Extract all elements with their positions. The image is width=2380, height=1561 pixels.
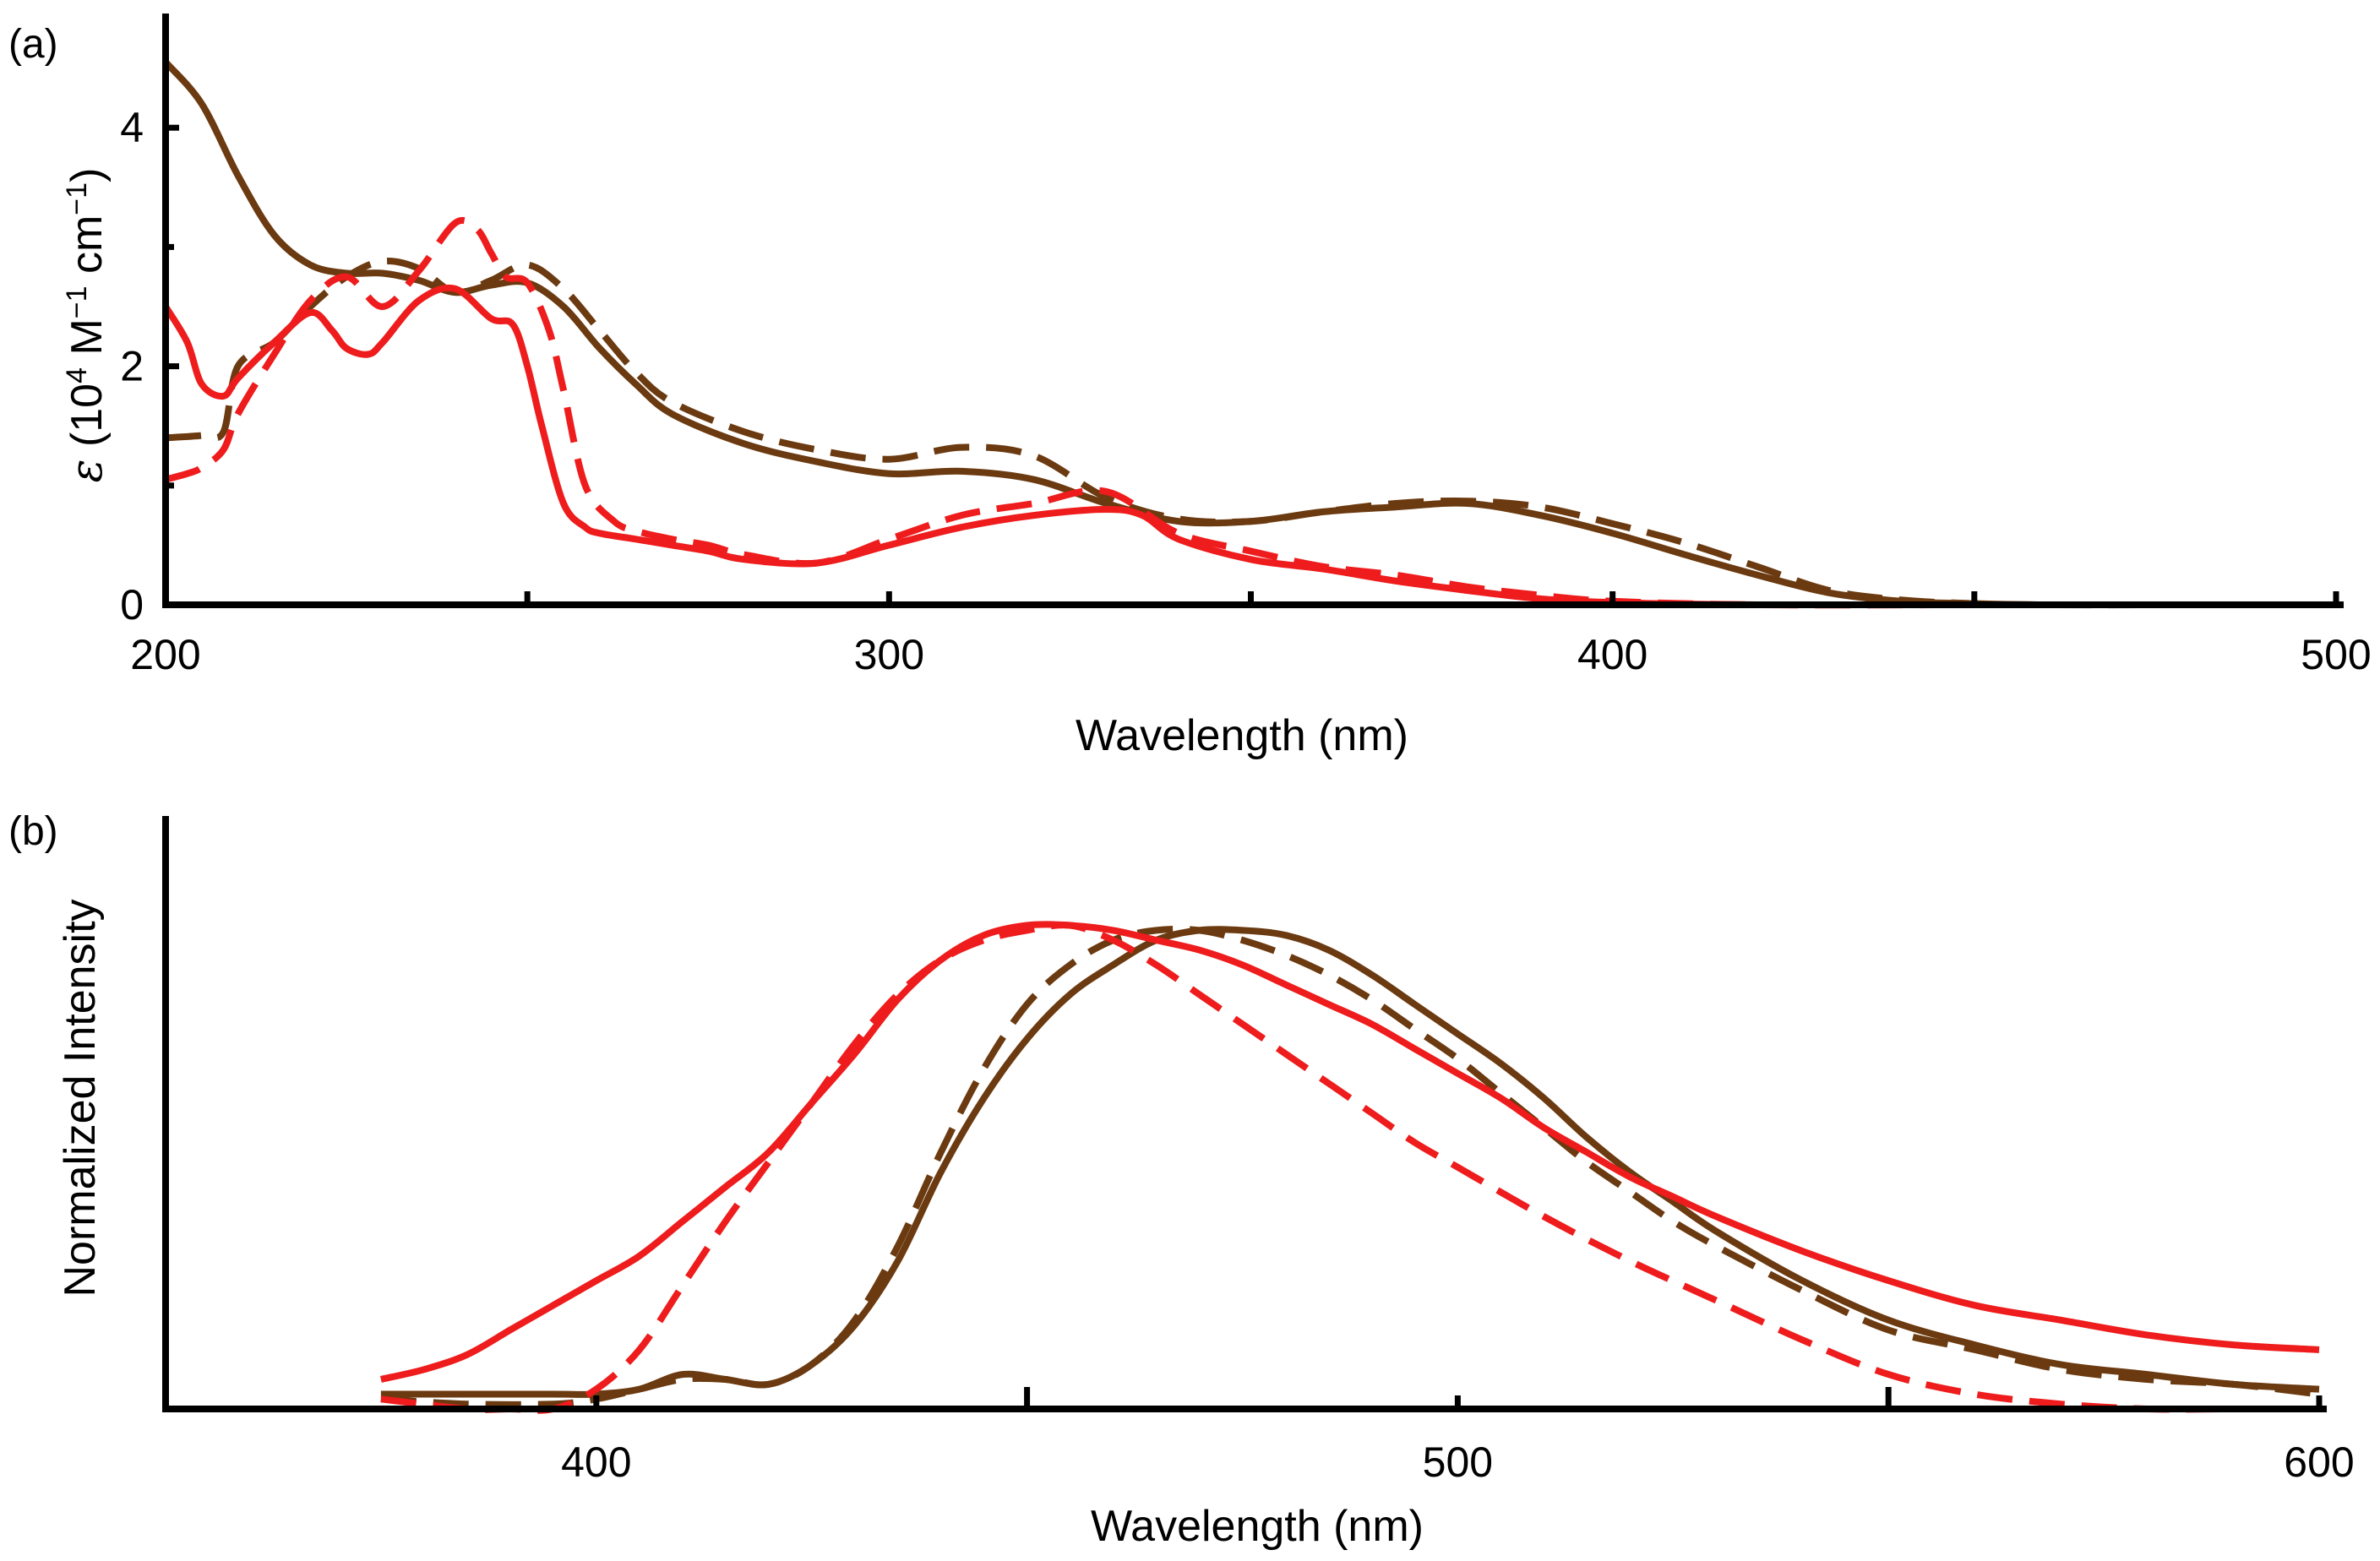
panel-a-label: (a) xyxy=(8,22,58,67)
panel-a-x-tick-label: 300 xyxy=(854,631,924,678)
panel-a-y-tick-label: 2 xyxy=(120,343,144,390)
y-title-mid: M xyxy=(63,318,112,367)
panel-a-series-red-solid xyxy=(162,284,2336,609)
panel-a-ticks: 200 300 400 500 0 2 4 xyxy=(120,104,2372,678)
panel-b-label: (b) xyxy=(8,809,58,854)
panel-a-x-tick-label: 400 xyxy=(1577,631,1647,678)
panel-b-x-tick-label: 600 xyxy=(2284,1439,2354,1486)
panel-b-x-axis-title: Wavelength (nm) xyxy=(1091,1502,1424,1551)
panel-b-y-axis-title: Normalized Intensity xyxy=(56,899,105,1297)
panel-a-y-axis-title: ε (104 M−1 cm−1) xyxy=(61,168,112,483)
panel-a-x-tick-label: 500 xyxy=(2301,631,2371,678)
panel-a-series-brown-dashed xyxy=(165,257,2336,609)
y-title-close: ) xyxy=(63,168,112,182)
panel-a-series-group xyxy=(162,59,2336,609)
panel-a: (a) 200 300 400 500 0 2 4 Wavelength (nm) ε (1… xyxy=(8,14,2372,760)
panel-a-x-tick-label: 200 xyxy=(130,631,200,678)
panel-b-series-red-dashed xyxy=(380,922,2319,1414)
panel-b-series-group xyxy=(379,921,2320,1414)
panel-b-series-red-solid xyxy=(379,921,2320,1383)
panel-b-series-brown-dashed xyxy=(380,925,2320,1408)
panel-b-x-tick-label: 400 xyxy=(561,1439,631,1486)
panel-b-ticks: 400 500 600 xyxy=(561,1387,2355,1486)
panel-b-x-tick-label: 500 xyxy=(1423,1439,1493,1486)
panel-a-y-tick-label: 0 xyxy=(120,581,144,628)
panel-b: (b) 400 500 600 Wavelength (nm) Normalized… xyxy=(8,809,2355,1551)
y-title-exp3: −1 xyxy=(61,182,93,215)
panel-a-x-axis-title: Wavelength (nm) xyxy=(1076,711,1408,760)
y-title-symbol: ε xyxy=(62,460,112,483)
y-title-open: (10 xyxy=(63,383,112,460)
y-title-exp2: −1 xyxy=(61,286,93,318)
panel-b-series-brown-solid xyxy=(380,926,2320,1398)
y-title-exp1: 4 xyxy=(61,367,93,383)
panel-a-series-red-dashed xyxy=(165,216,2336,609)
panel-a-y-tick-label: 4 xyxy=(120,104,144,151)
y-title-unit: cm xyxy=(63,215,112,286)
